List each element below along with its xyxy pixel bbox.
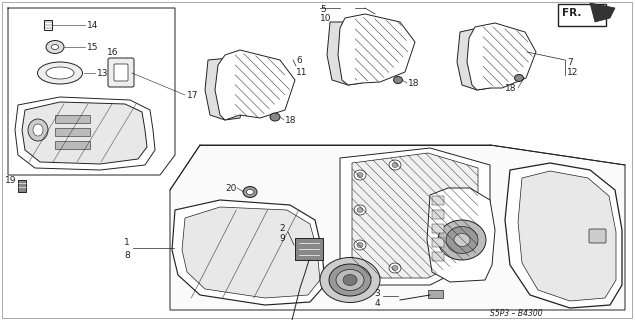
- Polygon shape: [352, 153, 478, 278]
- Polygon shape: [338, 14, 415, 85]
- Text: 9: 9: [279, 234, 285, 243]
- Polygon shape: [457, 28, 493, 90]
- FancyBboxPatch shape: [558, 4, 606, 26]
- Polygon shape: [22, 102, 147, 164]
- Polygon shape: [170, 145, 625, 310]
- Ellipse shape: [357, 172, 363, 178]
- Text: 6: 6: [296, 55, 302, 65]
- Ellipse shape: [394, 76, 403, 84]
- Ellipse shape: [51, 44, 58, 50]
- Text: 13: 13: [97, 68, 109, 77]
- Ellipse shape: [446, 227, 478, 253]
- Ellipse shape: [46, 41, 64, 53]
- Text: 1: 1: [124, 237, 130, 246]
- Polygon shape: [172, 200, 325, 305]
- Ellipse shape: [46, 67, 74, 79]
- Ellipse shape: [357, 243, 363, 247]
- Text: S5P3 – B4300: S5P3 – B4300: [490, 309, 543, 318]
- Polygon shape: [215, 50, 295, 120]
- Ellipse shape: [243, 187, 257, 197]
- Ellipse shape: [270, 113, 280, 121]
- Ellipse shape: [389, 160, 401, 170]
- Ellipse shape: [33, 124, 43, 136]
- Polygon shape: [518, 171, 616, 301]
- Text: 4: 4: [375, 299, 380, 308]
- Ellipse shape: [28, 119, 48, 141]
- Polygon shape: [505, 163, 622, 308]
- Polygon shape: [327, 22, 365, 85]
- Ellipse shape: [357, 207, 363, 212]
- Polygon shape: [205, 58, 244, 120]
- Polygon shape: [427, 188, 495, 282]
- Ellipse shape: [392, 266, 398, 270]
- Ellipse shape: [246, 189, 253, 195]
- FancyBboxPatch shape: [428, 290, 443, 298]
- Text: 14: 14: [87, 20, 98, 29]
- Text: 15: 15: [87, 43, 98, 52]
- FancyBboxPatch shape: [432, 224, 444, 233]
- Ellipse shape: [354, 170, 366, 180]
- FancyBboxPatch shape: [55, 128, 90, 136]
- Ellipse shape: [329, 264, 371, 296]
- FancyBboxPatch shape: [432, 252, 444, 261]
- Ellipse shape: [389, 263, 401, 273]
- Polygon shape: [590, 3, 615, 22]
- Text: 5: 5: [320, 5, 326, 14]
- Text: 19: 19: [5, 175, 17, 185]
- Ellipse shape: [438, 220, 486, 260]
- Ellipse shape: [354, 205, 366, 215]
- Text: 12: 12: [567, 68, 578, 76]
- FancyBboxPatch shape: [55, 141, 90, 149]
- Ellipse shape: [37, 62, 83, 84]
- FancyBboxPatch shape: [18, 180, 26, 192]
- Ellipse shape: [343, 275, 357, 285]
- Text: 11: 11: [296, 68, 307, 76]
- FancyBboxPatch shape: [432, 238, 444, 247]
- Polygon shape: [340, 148, 490, 285]
- Text: 18: 18: [408, 78, 420, 87]
- FancyBboxPatch shape: [432, 196, 444, 205]
- FancyBboxPatch shape: [589, 229, 606, 243]
- Ellipse shape: [392, 163, 398, 167]
- Text: 20: 20: [225, 183, 237, 193]
- FancyBboxPatch shape: [108, 58, 134, 87]
- Text: 18: 18: [285, 116, 297, 124]
- Text: 18: 18: [505, 84, 516, 92]
- Ellipse shape: [320, 258, 380, 302]
- Ellipse shape: [354, 240, 366, 250]
- Text: 10: 10: [320, 14, 331, 23]
- Polygon shape: [15, 97, 155, 170]
- FancyBboxPatch shape: [295, 238, 323, 260]
- Polygon shape: [467, 23, 536, 90]
- FancyBboxPatch shape: [44, 20, 52, 30]
- Ellipse shape: [454, 234, 470, 246]
- Text: 7: 7: [567, 58, 573, 67]
- Text: 16: 16: [107, 48, 119, 57]
- FancyBboxPatch shape: [55, 115, 90, 123]
- Text: 8: 8: [124, 251, 130, 260]
- Ellipse shape: [336, 269, 364, 291]
- Ellipse shape: [514, 75, 523, 82]
- Text: 2: 2: [279, 223, 285, 233]
- Text: FR.: FR.: [562, 8, 582, 18]
- Text: 17: 17: [187, 91, 199, 100]
- Polygon shape: [182, 207, 320, 298]
- Text: 3: 3: [374, 289, 380, 298]
- FancyBboxPatch shape: [114, 64, 128, 81]
- FancyBboxPatch shape: [432, 210, 444, 219]
